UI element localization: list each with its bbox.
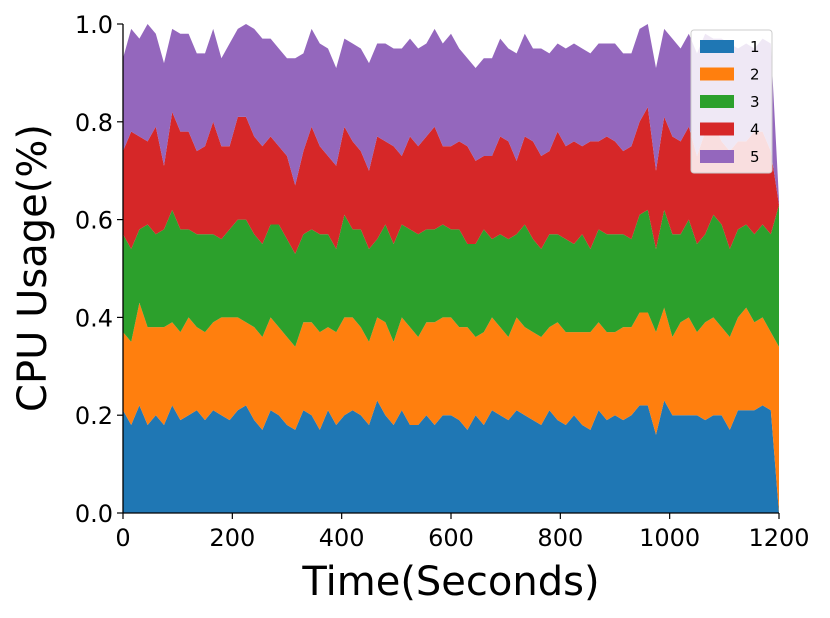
y-tick-label: 0.6 bbox=[75, 207, 113, 235]
x-tick-label: 400 bbox=[319, 524, 365, 552]
area-series-4 bbox=[123, 107, 779, 254]
y-tick-label: 0.2 bbox=[75, 402, 113, 430]
legend-label-3: 3 bbox=[750, 93, 760, 111]
legend-swatch-4 bbox=[700, 122, 734, 136]
y-tick-label: 0.8 bbox=[75, 109, 113, 137]
legend-swatch-5 bbox=[700, 150, 734, 163]
y-axis-title: CPU Usage(%) bbox=[10, 124, 56, 412]
legend-label-5: 5 bbox=[750, 148, 760, 166]
area-series-3 bbox=[123, 204, 779, 347]
area-series-5 bbox=[123, 24, 779, 205]
legend: 1 2 3 4 5 bbox=[690, 29, 773, 174]
legend-swatch-2 bbox=[700, 67, 734, 81]
legend-swatch-3 bbox=[700, 95, 734, 108]
y-tick-label: 0.4 bbox=[75, 304, 113, 332]
legend-label-4: 4 bbox=[750, 121, 760, 139]
ticks: 0 200 400 600 800 1000 1200 0.0 0.2 0.4 0.6 0.8 1.0 bbox=[75, 11, 810, 552]
area-series-2 bbox=[123, 302, 779, 513]
legend-label-2: 2 bbox=[750, 66, 760, 84]
y-tick-label: 0.0 bbox=[75, 500, 113, 528]
x-tick-label: 200 bbox=[209, 524, 255, 552]
x-tick-label: 0 bbox=[115, 524, 130, 552]
legend-swatch-1 bbox=[700, 40, 734, 53]
legend-label-1: 1 bbox=[750, 38, 760, 56]
x-tick-label: 1000 bbox=[639, 524, 700, 552]
x-tick-label: 800 bbox=[537, 524, 583, 552]
x-tick-label: 600 bbox=[428, 524, 474, 552]
x-tick-label: 1200 bbox=[748, 524, 809, 552]
y-tick-label: 1.0 bbox=[75, 11, 113, 39]
area-series-1 bbox=[123, 400, 779, 513]
x-axis-title: Time(Seconds) bbox=[301, 559, 599, 605]
stacked-areas bbox=[123, 24, 779, 513]
